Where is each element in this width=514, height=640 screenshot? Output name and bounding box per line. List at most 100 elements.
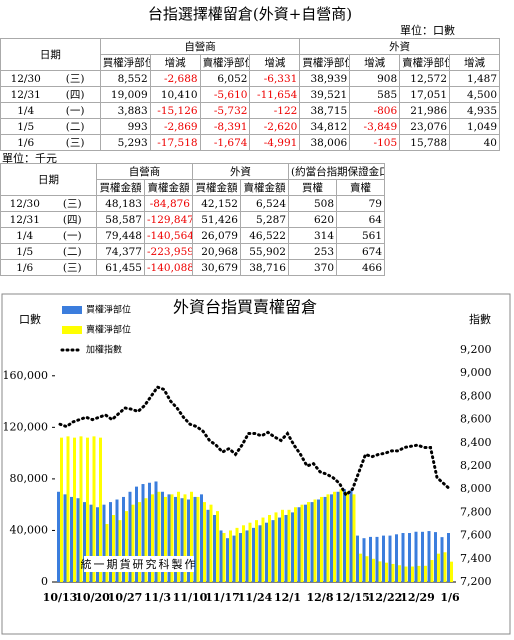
value-cell: 38,939 xyxy=(299,70,351,87)
bar xyxy=(313,499,317,582)
data-row: 12/30 (三) 48,183 -84,876 42,152 6,524 508 79 xyxy=(0,195,385,212)
bar xyxy=(408,533,411,582)
bar xyxy=(63,494,67,582)
bar xyxy=(430,560,434,582)
value-cell: 12,572 xyxy=(399,70,451,87)
bar xyxy=(434,532,437,582)
bar xyxy=(417,565,421,582)
bar xyxy=(245,530,249,582)
value-cell: 10,410 xyxy=(149,86,201,103)
column-header: 買權金額 xyxy=(192,179,241,196)
bar xyxy=(378,561,382,582)
bar xyxy=(92,436,96,582)
bar xyxy=(339,489,343,582)
value-cell: 38,715 xyxy=(299,102,351,119)
bar xyxy=(86,437,89,582)
date-cell: 1/4 xyxy=(0,227,49,244)
bar xyxy=(219,530,223,582)
bar xyxy=(193,496,197,582)
bar xyxy=(206,509,210,582)
y2-tick-label: 7,400 xyxy=(460,552,492,565)
legend-swatch xyxy=(62,326,82,334)
column-header: 增減 xyxy=(249,54,301,71)
bar xyxy=(235,527,239,582)
date-cell: 12/30 xyxy=(0,195,49,212)
value-cell: 4,500 xyxy=(449,86,500,103)
bar xyxy=(382,535,385,582)
value-cell: 46,522 xyxy=(240,227,289,244)
value-cell: -1,674 xyxy=(199,134,251,151)
group-header: 自營商 xyxy=(99,38,301,55)
data-row: 1/4 (一) 3,883 -15,126 -5,732 -122 38,715 -806 21… xyxy=(0,102,500,119)
bar xyxy=(76,498,80,582)
date-cell: 1/6 xyxy=(0,134,51,151)
date-cell: 12/30 xyxy=(0,70,51,87)
bar xyxy=(122,496,125,582)
page-title: 台指選擇權留倉(外資+自營商) xyxy=(147,5,353,23)
bar xyxy=(174,496,177,582)
value-cell: 15,788 xyxy=(399,134,451,151)
y-tick-label: 0 xyxy=(41,575,48,588)
bar xyxy=(57,491,60,582)
value-cell: 8,552 xyxy=(99,70,151,87)
annotation: 統一期貨研究科製作 xyxy=(81,557,198,571)
x-tick-label: 11/3 xyxy=(144,591,171,604)
value-cell: 3,883 xyxy=(99,102,151,119)
unit-label: 單位：口數 xyxy=(400,24,455,37)
bar xyxy=(128,491,132,582)
data-row: 12/31 (四) 19,009 10,410 -5,610 -11,654 39,521 5… xyxy=(0,86,500,103)
value-cell: 370 xyxy=(288,259,337,276)
bar xyxy=(346,491,349,582)
value-cell: 5,293 xyxy=(99,134,151,151)
bar xyxy=(271,520,275,582)
value-cell: -5,732 xyxy=(199,102,251,119)
bar xyxy=(281,509,284,582)
value-cell: 1,487 xyxy=(449,70,500,87)
value-cell: 79 xyxy=(336,195,385,212)
bar xyxy=(60,437,63,582)
bar xyxy=(190,491,193,582)
group-header: (約當台指期保證金口數) xyxy=(288,163,385,180)
bar xyxy=(102,504,106,582)
x-tick-label: 12/29 xyxy=(400,591,435,604)
unit-label: 單位：千元 xyxy=(2,152,57,165)
value-cell: 40 xyxy=(449,134,500,151)
bar xyxy=(352,494,356,582)
bar xyxy=(118,520,122,582)
bar xyxy=(226,538,229,582)
bar xyxy=(135,486,138,582)
data-row: 1/6 (三) 61,455 -140,088 30,679 38,716 370 466 xyxy=(0,259,385,276)
value-cell: -8,391 xyxy=(199,118,251,135)
bar xyxy=(66,436,70,582)
column-header: 增減 xyxy=(149,54,201,71)
value-cell: -122 xyxy=(249,102,301,119)
y-tick-label: 160,000 xyxy=(3,369,49,382)
value-cell: 993 xyxy=(99,118,151,135)
value-cell: 26,079 xyxy=(192,227,241,244)
x-tick-label: 11/10 xyxy=(173,591,208,604)
value-cell: 48,183 xyxy=(96,195,145,212)
x-tick-label: 12/8 xyxy=(307,591,334,604)
value-cell: -223,959 xyxy=(144,243,193,260)
date-cell: 1/5 xyxy=(0,118,51,135)
value-cell: 64 xyxy=(336,211,385,228)
value-cell: 4,935 xyxy=(449,102,500,119)
value-cell: 466 xyxy=(336,259,385,276)
bar xyxy=(216,511,219,582)
value-cell: 55,902 xyxy=(240,243,289,260)
y2-axis-label: 指數 xyxy=(469,312,491,326)
date-cell: 12/31 xyxy=(0,211,49,228)
x-tick-label: 11/17 xyxy=(205,591,240,604)
y2-tick-label: 7,200 xyxy=(460,575,492,588)
date-cell: (四) xyxy=(48,211,97,228)
bar xyxy=(450,561,453,582)
bar xyxy=(287,509,291,582)
bar xyxy=(154,481,158,582)
x-tick-label: 11/24 xyxy=(238,591,273,604)
value-cell: 561 xyxy=(336,227,385,244)
y2-tick-label: 7,600 xyxy=(460,529,492,542)
y2-tick-label: 9,000 xyxy=(460,366,492,379)
bar xyxy=(274,512,278,582)
x-tick-label: 1/6 xyxy=(440,591,460,604)
